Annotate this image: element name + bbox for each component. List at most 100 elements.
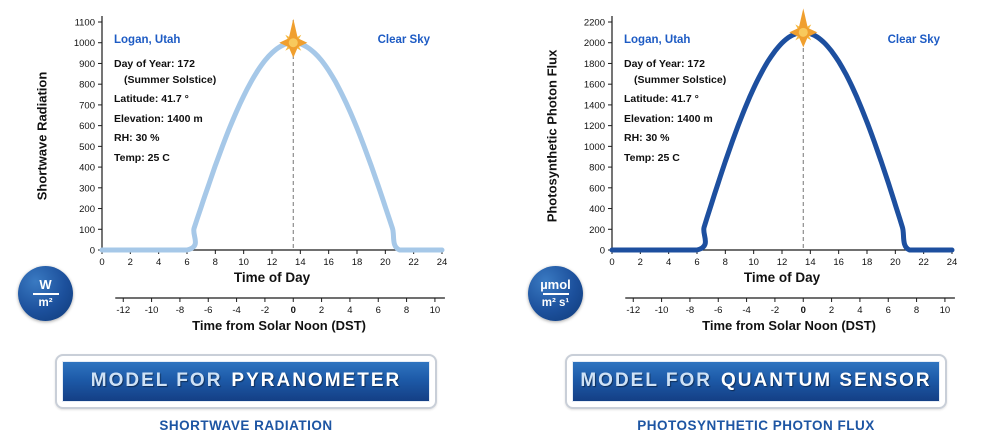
x-tick-labels: 0 2 4 6 8 10 12 14 16 18 20 22 24 <box>99 250 447 268</box>
y-axis-title: Shortwave Radiation <box>34 71 50 201</box>
svg-text:6: 6 <box>376 305 381 316</box>
svg-text:1000: 1000 <box>74 38 95 49</box>
banner-face: MODEL FOR QUANTUM SENSOR <box>572 361 940 402</box>
svg-text:-6: -6 <box>714 305 722 316</box>
svg-text:18: 18 <box>862 257 873 268</box>
svg-text:2: 2 <box>638 257 643 268</box>
secondary-x-axis: -12 -10 -8 -6 -4 -2 0 2 4 6 8 10 Time from Solar Noo… <box>115 297 445 333</box>
x-axis-label: Time of Day <box>234 270 311 285</box>
svg-text:600: 600 <box>79 121 95 132</box>
svg-text:700: 700 <box>79 100 95 111</box>
x-axis-label: Time of Day <box>744 270 821 285</box>
svg-text:16: 16 <box>833 257 844 268</box>
annotation-line: Elevation: 1400 m <box>624 112 713 125</box>
svg-text:-10: -10 <box>655 305 669 316</box>
annotation-line: (Summer Solstice) <box>124 73 217 86</box>
banner-name: PYRANOMETER <box>231 370 402 391</box>
svg-text:2: 2 <box>319 305 324 316</box>
svg-text:100: 100 <box>79 225 95 236</box>
annotation-line: Day of Year: 172 <box>624 58 705 70</box>
y-tick-labels: 0 200 400 600 800 1000 1200 1400 1600 1800 2000 220… <box>584 18 612 257</box>
banner-face: MODEL FOR PYRANOMETER <box>62 361 430 402</box>
secondary-x-axis-label: Time from Solar Noon (DST) <box>192 318 366 333</box>
svg-text:12: 12 <box>267 257 278 268</box>
svg-text:6: 6 <box>886 305 891 316</box>
svg-text:1100: 1100 <box>75 18 95 29</box>
sky-condition-label: Clear Sky <box>377 34 430 46</box>
svg-text:0: 0 <box>90 246 95 257</box>
svg-text:-12: -12 <box>626 305 640 316</box>
sun-icon <box>789 8 818 48</box>
svg-text:4: 4 <box>666 257 671 268</box>
shortwave-radiation-chart: Shortwave Radiation 0 100 200 300 400 500 600 7… <box>16 6 476 340</box>
svg-text:18: 18 <box>352 257 363 268</box>
svg-text:200: 200 <box>589 225 605 236</box>
location-label: Logan, Utah <box>624 34 691 46</box>
svg-text:8: 8 <box>213 257 218 268</box>
panel-caption: SHORTWAVE RADIATION <box>159 418 333 433</box>
svg-text:1200: 1200 <box>584 121 605 132</box>
location-label: Logan, Utah <box>114 34 181 46</box>
x-tick-labels: 0 2 4 6 8 10 12 14 16 18 20 22 24 <box>609 250 957 268</box>
svg-text:500: 500 <box>79 142 95 153</box>
svg-text:12: 12 <box>777 257 788 268</box>
svg-text:14: 14 <box>805 257 816 268</box>
svg-text:-6: -6 <box>204 305 212 316</box>
svg-text:-12: -12 <box>116 305 130 316</box>
svg-text:200: 200 <box>79 204 95 215</box>
svg-text:600: 600 <box>589 183 605 194</box>
svg-text:2000: 2000 <box>584 38 605 49</box>
svg-text:16: 16 <box>323 257 334 268</box>
svg-text:20: 20 <box>380 257 391 268</box>
secondary-x-axis-label: Time from Solar Noon (DST) <box>702 318 876 333</box>
svg-text:4: 4 <box>156 257 161 268</box>
svg-text:8: 8 <box>914 305 919 316</box>
annotation-line: (Summer Solstice) <box>634 73 727 86</box>
conditions-annotation: Day of Year: 172 (Summer Solstice) Latit… <box>114 58 216 172</box>
y-axis-title: Photosynthetic Photon Flux <box>544 49 560 223</box>
photon-flux-plot: 0200400600800100012001400160018002000220… <box>584 8 957 333</box>
svg-text:-8: -8 <box>686 305 694 316</box>
fraction-line <box>542 293 569 296</box>
svg-text:10: 10 <box>238 257 249 268</box>
conditions-annotation: Day of Year: 172 (Summer Solstice) Latit… <box>624 58 726 172</box>
svg-text:1800: 1800 <box>584 59 605 70</box>
badge-denominator: m² s¹ <box>541 296 570 309</box>
photon-flux-chart: Photosynthetic Photon Flux 0 200 400 600 800… <box>526 6 986 340</box>
badge-numerator: W <box>39 276 52 292</box>
svg-text:2: 2 <box>829 305 834 316</box>
annotation-line: Day of Year: 172 <box>114 58 195 70</box>
model-banner-pyranometer[interactable]: MODEL FOR PYRANOMETER <box>55 354 437 409</box>
annotation-line: Latitude: 41.7 ° <box>114 93 189 106</box>
annotation-line: Latitude: 41.7 ° <box>624 93 699 106</box>
svg-text:1600: 1600 <box>584 80 605 91</box>
banner-name: QUANTUM SENSOR <box>721 370 932 391</box>
svg-text:400: 400 <box>79 163 95 174</box>
svg-text:6: 6 <box>184 257 189 268</box>
svg-text:22: 22 <box>918 257 929 268</box>
badge-denominator: m² <box>38 296 53 309</box>
sky-condition-label: Clear Sky <box>887 34 940 46</box>
y-tick-labels: 0 100 200 300 400 500 600 700 800 900 1000 1100 <box>74 18 102 257</box>
svg-text:-4: -4 <box>232 305 240 316</box>
svg-text:2: 2 <box>128 257 133 268</box>
svg-text:800: 800 <box>589 163 605 174</box>
unit-badge-watts-per-m2: W m² <box>18 266 73 321</box>
svg-text:300: 300 <box>79 183 95 194</box>
svg-text:0: 0 <box>609 257 614 268</box>
svg-text:14: 14 <box>295 257 306 268</box>
svg-text:0: 0 <box>600 246 605 257</box>
panel-pyranometer: Shortwave Radiation 0 100 200 300 400 500 600 7… <box>16 6 476 447</box>
svg-text:4: 4 <box>857 305 862 316</box>
annotation-line: RH: 30 % <box>624 132 670 145</box>
svg-text:0: 0 <box>99 257 104 268</box>
svg-text:8: 8 <box>404 305 409 316</box>
svg-text:8: 8 <box>723 257 728 268</box>
svg-text:20: 20 <box>890 257 901 268</box>
svg-text:-8: -8 <box>176 305 184 316</box>
badge-numerator: µmol <box>540 276 571 292</box>
annotation-line: Temp: 25 C <box>114 151 170 164</box>
annotation-line: Elevation: 1400 m <box>114 112 203 125</box>
model-banner-quantum-sensor[interactable]: MODEL FOR QUANTUM SENSOR <box>565 354 947 409</box>
